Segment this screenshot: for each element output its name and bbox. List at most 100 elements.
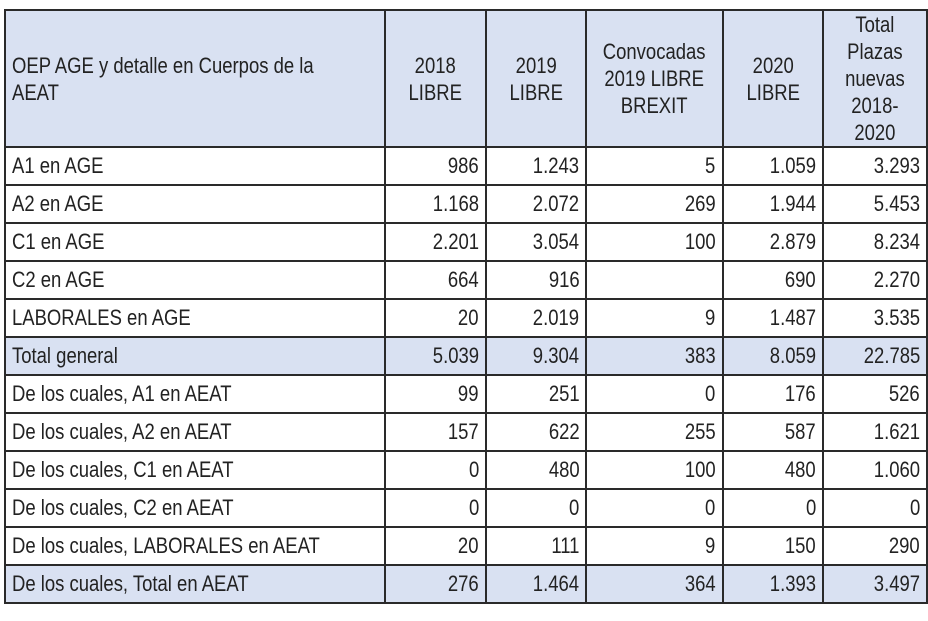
- value-cell-text: 1.168: [432, 191, 479, 216]
- value-cell: 157: [384, 412, 487, 452]
- value-cell: 0: [585, 488, 724, 528]
- table-row: A2 en AGE 1.168 2.072 269 1.944 5.453: [3, 184, 928, 224]
- value-cell-text: 9: [705, 533, 716, 558]
- value-cell: 0: [484, 488, 588, 528]
- value-cell-text: 2.072: [533, 191, 580, 216]
- value-cell-text: 0: [569, 495, 580, 520]
- value-cell: 1.944: [721, 184, 825, 224]
- value-cell-text: 8.234: [873, 229, 920, 254]
- row-label-text: LABORALES en AGE: [12, 305, 191, 330]
- value-cell-text: 22.785: [863, 343, 920, 368]
- value-cell: 20: [384, 526, 487, 566]
- value-cell-text: 5.453: [873, 191, 920, 216]
- table-row: De los cuales, C1 en AEAT 0 480 100 480 1.060: [3, 450, 928, 490]
- value-cell-text: 2.270: [873, 267, 920, 292]
- row-label: De los cuales, A1 en AEAT: [3, 374, 387, 414]
- value-cell-text: 3.497: [873, 571, 920, 596]
- value-cell: 0: [585, 374, 724, 414]
- value-cell: 526: [822, 374, 928, 414]
- value-cell: 20: [384, 298, 487, 338]
- table-row: De los cuales, A2 en AEAT 157 622 255 587 1.6…: [3, 412, 928, 452]
- value-cell: 690: [721, 260, 825, 300]
- value-cell: 383: [585, 336, 724, 376]
- value-cell-text: 5.039: [432, 343, 479, 368]
- header-row: OEP AGE y detalle en Cuerpos de la AEAT 2…: [3, 9, 928, 148]
- value-cell: 3.535: [822, 298, 928, 338]
- value-cell-text: 383: [684, 343, 716, 368]
- value-cell-text: 2.201: [432, 229, 479, 254]
- value-cell-text: 0: [468, 457, 479, 482]
- total-row: Total general 5.039 9.304 383 8.059 22.785: [3, 336, 928, 376]
- value-cell-text: 526: [889, 381, 920, 406]
- value-cell: 0: [384, 450, 487, 490]
- value-cell-text: 916: [548, 267, 580, 292]
- value-cell-text: 480: [548, 457, 580, 482]
- value-cell-text: 1.944: [769, 191, 817, 216]
- header-text: Convocadas 2019 LIBRE BREXIT: [603, 39, 706, 118]
- value-cell-text: 0: [909, 495, 920, 520]
- value-cell: 1.168: [384, 184, 487, 224]
- total-row: De los cuales, Total en AEAT 276 1.464 364 1…: [3, 564, 928, 604]
- value-cell: 0: [384, 488, 487, 528]
- value-cell: 1.059: [721, 146, 825, 186]
- value-cell: 5.039: [384, 336, 487, 376]
- row-label: De los cuales, LABORALES en AEAT: [3, 526, 387, 566]
- value-cell: 3.054: [484, 222, 588, 262]
- value-cell: 5: [585, 146, 724, 186]
- value-cell-text: 111: [551, 533, 580, 558]
- value-cell-text: 8.059: [769, 343, 817, 368]
- value-cell: 480: [484, 450, 588, 490]
- value-cell: 1.487: [721, 298, 825, 338]
- value-cell: 99: [384, 374, 487, 414]
- value-cell: 255: [585, 412, 724, 452]
- header-text: 2018 LIBRE: [408, 52, 463, 105]
- value-cell: 587: [721, 412, 825, 452]
- value-cell-text: 986: [448, 153, 479, 178]
- value-cell: 100: [585, 222, 724, 262]
- value-cell-text: 0: [468, 495, 479, 520]
- value-cell: 364: [585, 564, 724, 604]
- table-row: C2 en AGE 664 916 690 2.270: [3, 260, 928, 300]
- value-cell: 9: [585, 526, 724, 566]
- value-cell-text: 3.293: [873, 153, 920, 178]
- value-cell-text: 1.393: [769, 571, 817, 596]
- header-text: OEP AGE y detalle en Cuerpos de la AEAT: [12, 52, 314, 105]
- value-cell: 2.270: [822, 260, 928, 300]
- value-cell-text: 2.019: [533, 305, 580, 330]
- value-cell-text: 290: [889, 533, 920, 558]
- value-cell: 111: [484, 526, 588, 566]
- value-cell-text: 20: [458, 305, 479, 330]
- value-cell-text: 1.464: [533, 571, 580, 596]
- row-label-text: C1 en AGE: [12, 229, 105, 254]
- value-cell: 100: [585, 450, 724, 490]
- row-label-text: A1 en AGE: [12, 153, 104, 178]
- value-cell: 1.621: [822, 412, 928, 452]
- table-row: LABORALES en AGE 20 2.019 9 1.487 3.535: [3, 298, 928, 338]
- value-cell-text: 1.487: [769, 305, 817, 330]
- value-cell-text: 1.059: [769, 153, 817, 178]
- value-cell-text: 150: [785, 533, 817, 558]
- header-column: 2018 LIBRE: [384, 9, 487, 148]
- value-cell: 1.393: [721, 564, 825, 604]
- row-label-text: De los cuales, Total en AEAT: [12, 571, 249, 596]
- header-column: Convocadas 2019 LIBRE BREXIT: [585, 9, 724, 148]
- value-cell: 150: [721, 526, 825, 566]
- header-column: 2020 LIBRE: [721, 9, 825, 148]
- value-cell-text: 1.243: [533, 153, 580, 178]
- value-cell: 2.072: [484, 184, 588, 224]
- value-cell-text: 1.060: [873, 457, 920, 482]
- row-label: De los cuales, A2 en AEAT: [3, 412, 387, 452]
- value-cell-text: 100: [684, 229, 716, 254]
- value-cell: 9.304: [484, 336, 588, 376]
- value-cell: 176: [721, 374, 825, 414]
- row-label-text: De los cuales, A2 en AEAT: [12, 419, 232, 444]
- row-label: De los cuales, Total en AEAT: [3, 564, 387, 604]
- value-cell: 664: [384, 260, 487, 300]
- row-label: A2 en AGE: [3, 184, 387, 224]
- value-cell-text: 622: [548, 419, 580, 444]
- value-cell-text: 157: [448, 419, 479, 444]
- value-cell-text: 2.879: [769, 229, 817, 254]
- value-cell: 2.019: [484, 298, 588, 338]
- value-cell: 251: [484, 374, 588, 414]
- header-text: Total Plazas nuevas 2018-2020: [845, 12, 905, 145]
